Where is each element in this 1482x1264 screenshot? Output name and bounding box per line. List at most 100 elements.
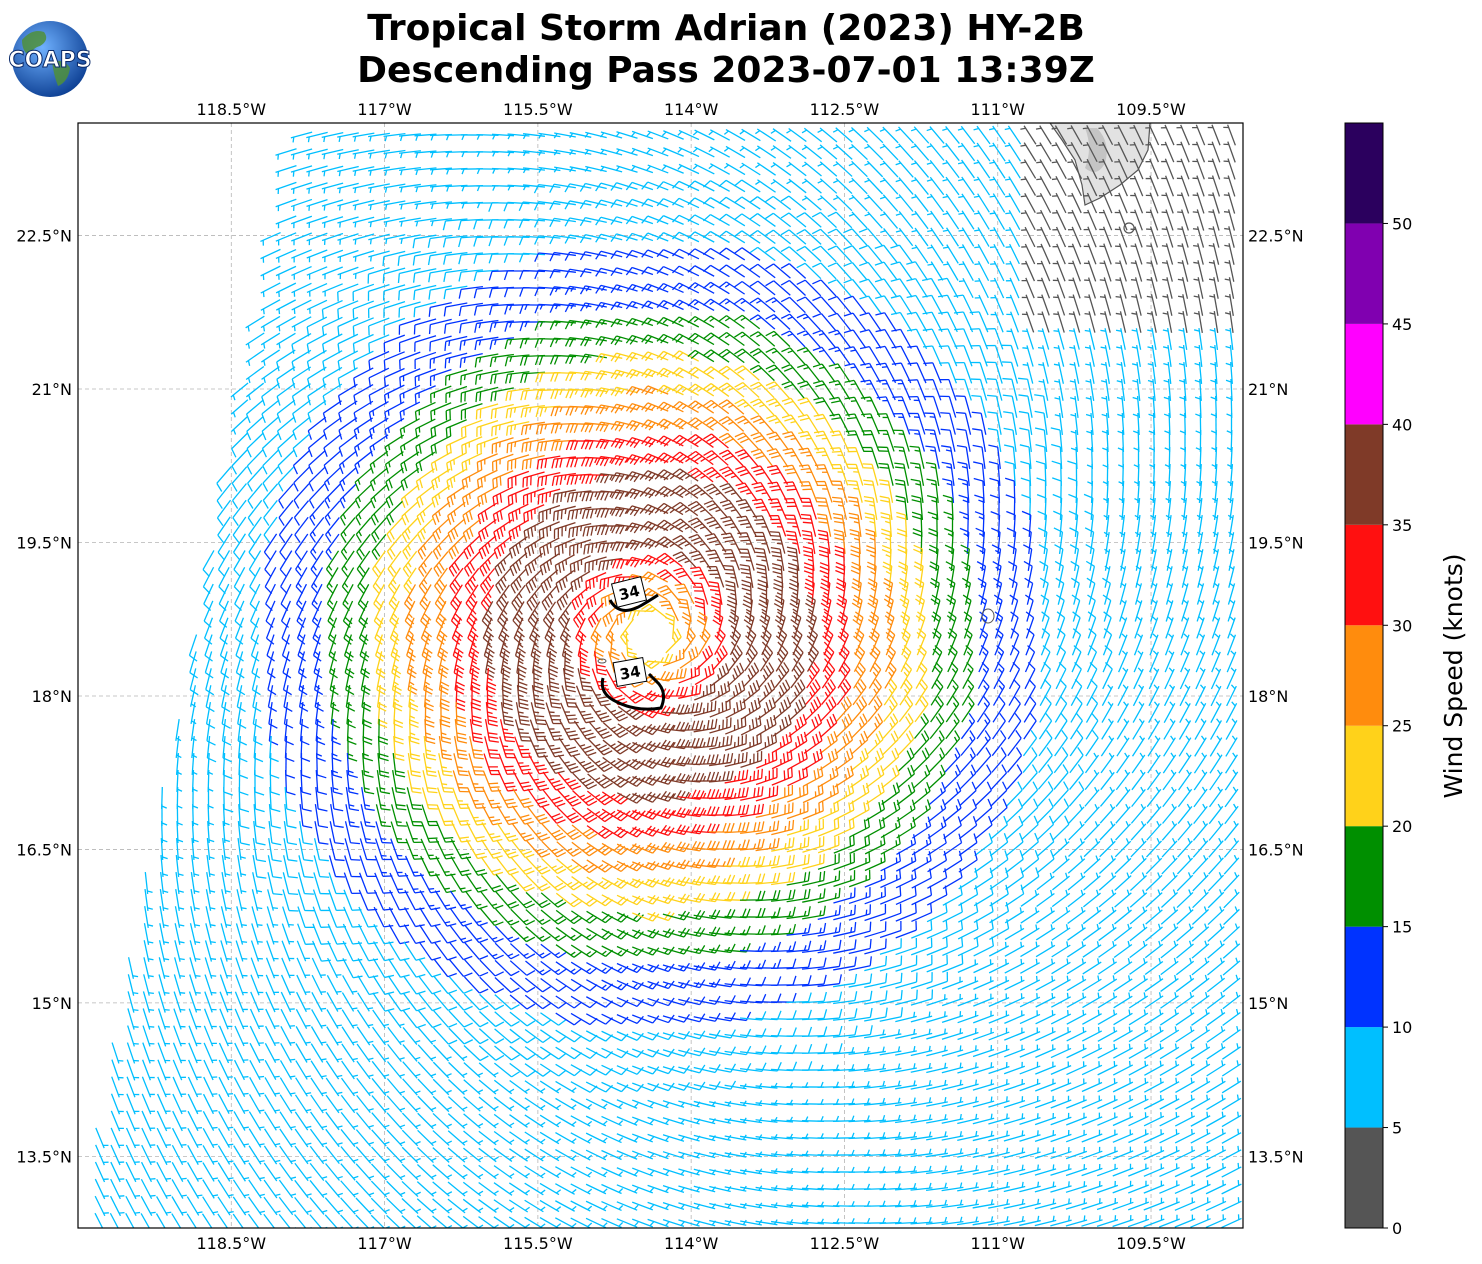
wind-barb — [780, 229, 807, 245]
wind-barb — [879, 160, 899, 178]
wind-barb — [383, 334, 406, 353]
wind-barb — [1177, 243, 1189, 265]
wind-barb — [569, 149, 592, 156]
wind-barb — [708, 146, 730, 158]
wind-barb — [739, 128, 761, 142]
wind-barb — [843, 295, 867, 315]
wind-barb — [414, 150, 437, 159]
wind-barb — [1161, 192, 1174, 214]
wind-barb — [1020, 125, 1037, 145]
wind-barb — [1161, 243, 1174, 265]
wind-barb — [1037, 260, 1051, 282]
wind-barb — [595, 318, 623, 328]
wind-barb — [958, 176, 975, 196]
wind-barb — [443, 285, 468, 300]
y-tick-label-left: 22.5°N — [16, 227, 72, 246]
wind-barb — [306, 199, 328, 211]
wind-barb — [1161, 226, 1174, 248]
wind-barb — [1067, 125, 1083, 145]
wind-barb — [646, 147, 669, 157]
wind-barb — [579, 216, 607, 227]
wind-barb — [291, 232, 312, 246]
wind-barb — [1208, 277, 1219, 299]
wind-barb — [770, 145, 792, 159]
wind-barb — [1021, 277, 1035, 299]
wind-barb — [641, 249, 669, 259]
wind-barb — [290, 165, 313, 177]
wind-barb — [974, 277, 989, 299]
wind-barb — [1160, 141, 1175, 163]
wind-barb — [275, 148, 297, 160]
wind-barb — [1114, 192, 1128, 214]
wind-barb — [630, 147, 654, 157]
wind-barb — [733, 230, 761, 244]
wind-barb — [322, 283, 343, 297]
wind-barb — [352, 149, 375, 159]
wind-barb — [1021, 243, 1036, 265]
wind-barb — [687, 332, 715, 346]
wind-barb — [413, 318, 437, 335]
wind-barb — [1068, 277, 1081, 299]
wind-barb — [625, 198, 654, 208]
wind-barb — [755, 128, 777, 142]
wind-barb — [1036, 192, 1052, 214]
wind-barb — [625, 351, 654, 362]
contour-label-34-lower: 34 — [612, 656, 648, 688]
wind-barb — [641, 300, 669, 310]
wind-barb — [765, 246, 791, 262]
wind-barb — [1129, 158, 1144, 180]
wind-barb — [1082, 141, 1098, 163]
wind-barb — [739, 162, 761, 176]
wind-barb — [989, 193, 1006, 213]
wind-barb — [1083, 226, 1097, 248]
wind-barb — [733, 247, 761, 261]
wind-barb — [1021, 226, 1036, 248]
wind-barb — [352, 250, 375, 262]
wind-barb — [533, 183, 561, 194]
wind-barb — [843, 312, 867, 332]
wind-barb — [553, 149, 576, 156]
wind-barb — [958, 227, 975, 247]
wind-barb — [1037, 311, 1050, 333]
wind-barb — [352, 233, 375, 245]
wind-barb — [875, 295, 898, 315]
wind-barb — [579, 199, 607, 209]
wind-barb — [817, 161, 838, 177]
wind-barb — [1192, 209, 1205, 231]
wind-barb — [1193, 260, 1204, 282]
colorbar-tick-label: 45 — [1392, 315, 1412, 334]
wind-barb — [958, 277, 974, 299]
wind-barb — [927, 261, 944, 281]
wind-barb — [549, 183, 576, 193]
colorbar-tick-label: 25 — [1392, 717, 1412, 736]
colorbar-bin — [1345, 1027, 1383, 1128]
wind-barb — [708, 163, 730, 175]
wind-barb — [503, 236, 530, 246]
wind-barb — [1193, 243, 1204, 265]
wind-barb — [600, 165, 623, 173]
wind-barb — [734, 331, 760, 347]
wind-barb — [459, 319, 483, 334]
wind-barb — [1223, 192, 1236, 214]
wind-barb — [368, 250, 390, 262]
wind-barb — [595, 182, 623, 192]
wind-barb — [429, 184, 453, 193]
wind-barb — [260, 265, 281, 280]
wind-barb — [832, 161, 853, 177]
wind-barb — [489, 337, 515, 350]
wind-barb — [801, 195, 822, 211]
wind-barb — [337, 233, 359, 245]
wind-barb — [275, 181, 297, 195]
wind-barb — [911, 193, 929, 213]
wind-barb — [1224, 260, 1235, 282]
wind-barb — [519, 269, 546, 280]
wind-barb — [1209, 328, 1219, 350]
wind-barb — [337, 300, 359, 319]
wind-barb — [718, 315, 745, 329]
wind-barb — [383, 233, 406, 245]
wind-barb — [1098, 158, 1113, 180]
wind-barb — [306, 232, 328, 246]
wind-barb — [718, 230, 746, 244]
wind-barb — [942, 227, 959, 247]
wind-barb — [1162, 311, 1173, 333]
